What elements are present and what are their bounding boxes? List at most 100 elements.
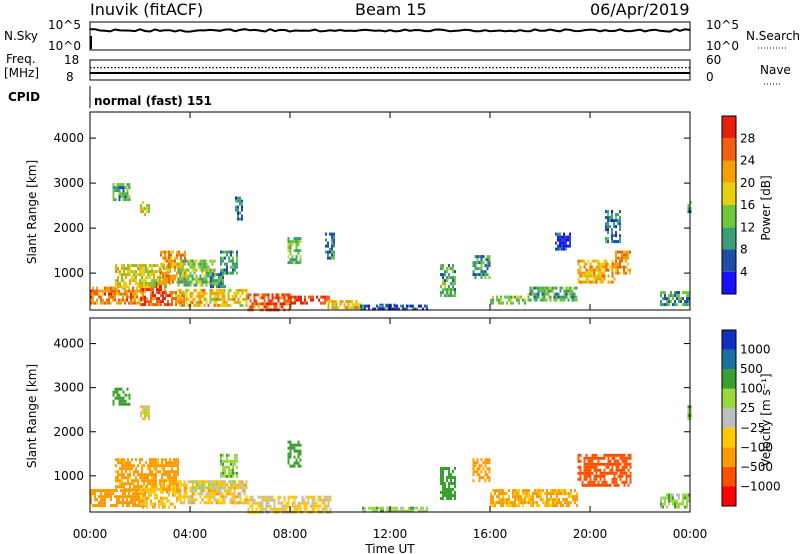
velocity-cell: [512, 504, 514, 508]
power-cell: [189, 300, 192, 304]
velocity-cell: [155, 467, 157, 471]
power-cell: [104, 286, 106, 290]
velocity-cell: [609, 471, 612, 475]
velocity-cell: [297, 461, 300, 465]
velocity-cell: [536, 501, 538, 505]
velocity-cell: [179, 495, 182, 499]
power-cell: [565, 286, 568, 290]
velocity-cell: [173, 461, 175, 465]
velocity-cell: [110, 498, 112, 502]
velocity-cell: [508, 504, 510, 508]
power-cell: [297, 243, 300, 247]
velocity-cell: [621, 471, 624, 475]
velocity-cell: [228, 459, 230, 463]
velocity-cell: [482, 467, 485, 471]
power-cell: [146, 207, 148, 211]
power-cell: [157, 270, 159, 274]
velocity-cell: [216, 483, 218, 487]
power-cell: [150, 294, 152, 298]
velocity-cell: [171, 482, 173, 486]
velocity-cell: [226, 453, 228, 457]
power-cell: [197, 262, 200, 266]
power-cell: [603, 277, 606, 281]
power-cell: [162, 300, 164, 304]
velocity-cell: [104, 492, 106, 496]
power-cell: [152, 294, 154, 298]
velocity-cell: [162, 487, 164, 491]
power-cell: [189, 262, 192, 266]
velocity-cell: [117, 461, 119, 465]
power-cell: [577, 259, 580, 263]
velocity-cell: [130, 501, 132, 505]
power-cell: [452, 279, 454, 283]
velocity-cell: [402, 506, 404, 510]
velocity-cell: [150, 484, 152, 488]
power-cell: [362, 307, 364, 311]
power-cell: [345, 306, 348, 310]
power-cell: [239, 211, 241, 215]
power-cell: [543, 292, 546, 296]
power-cell: [148, 210, 150, 214]
velocity-cell: [173, 473, 175, 477]
power-cell: [333, 300, 336, 304]
power-cell: [535, 286, 538, 290]
velocity-cell: [534, 501, 536, 505]
velocity-colorbar-swatch: [722, 447, 736, 467]
velocity-cell: [287, 504, 290, 508]
power-cell: [207, 303, 210, 307]
power-cell: [189, 294, 192, 298]
power-cell: [686, 303, 688, 307]
velocity-cell: [579, 471, 582, 475]
power-cell: [295, 261, 298, 265]
power-cell: [406, 304, 408, 308]
power-colorbar-swatch: [722, 160, 736, 183]
velocity-cell: [560, 501, 562, 505]
power-cell: [480, 267, 483, 271]
power-cell: [223, 288, 226, 292]
power-cell: [605, 240, 607, 244]
power-cell: [167, 303, 169, 307]
power-cell: [478, 273, 481, 277]
power-cell: [561, 241, 563, 245]
power-cell: [589, 274, 592, 278]
velocity-cell: [221, 498, 224, 502]
power-cell: [297, 261, 300, 265]
power-cell: [114, 198, 117, 202]
power-cell: [686, 297, 688, 301]
power-cell: [589, 280, 592, 284]
velocity-cell: [112, 399, 115, 403]
power-cell: [597, 277, 600, 281]
power-cell: [611, 259, 614, 263]
power-cell: [178, 250, 180, 254]
power-cell: [617, 213, 619, 217]
velocity-cell: [233, 486, 236, 490]
power-cell: [162, 262, 164, 266]
power-cell: [201, 262, 204, 266]
power-cell: [219, 297, 222, 301]
velocity-cell: [303, 498, 306, 502]
velocity-colorbar-tick-label: 500: [740, 362, 763, 376]
velocity-cell: [603, 453, 606, 457]
power-cell: [287, 240, 290, 244]
velocity-cell: [579, 453, 582, 457]
power-cell: [448, 276, 450, 280]
power-cell: [128, 289, 130, 293]
velocity-cell: [674, 505, 676, 509]
velocity-cell: [170, 502, 172, 506]
power-cell: [217, 294, 220, 298]
velocity-cell: [114, 396, 117, 400]
power-cell: [488, 276, 491, 280]
velocity-cell: [623, 468, 626, 472]
power-cell: [239, 199, 241, 203]
velocity-cell: [144, 496, 146, 500]
velocity-cell: [512, 492, 514, 496]
velocity-cell: [577, 456, 580, 460]
velocity-cell: [200, 486, 202, 490]
time-xtick-label: 12:00: [373, 527, 408, 541]
velocity-cell: [374, 506, 376, 510]
power-cell: [156, 303, 158, 307]
velocity-cell: [175, 482, 177, 486]
power-cell: [287, 255, 290, 259]
power-cell: [331, 256, 333, 260]
power-cell: [102, 289, 104, 293]
